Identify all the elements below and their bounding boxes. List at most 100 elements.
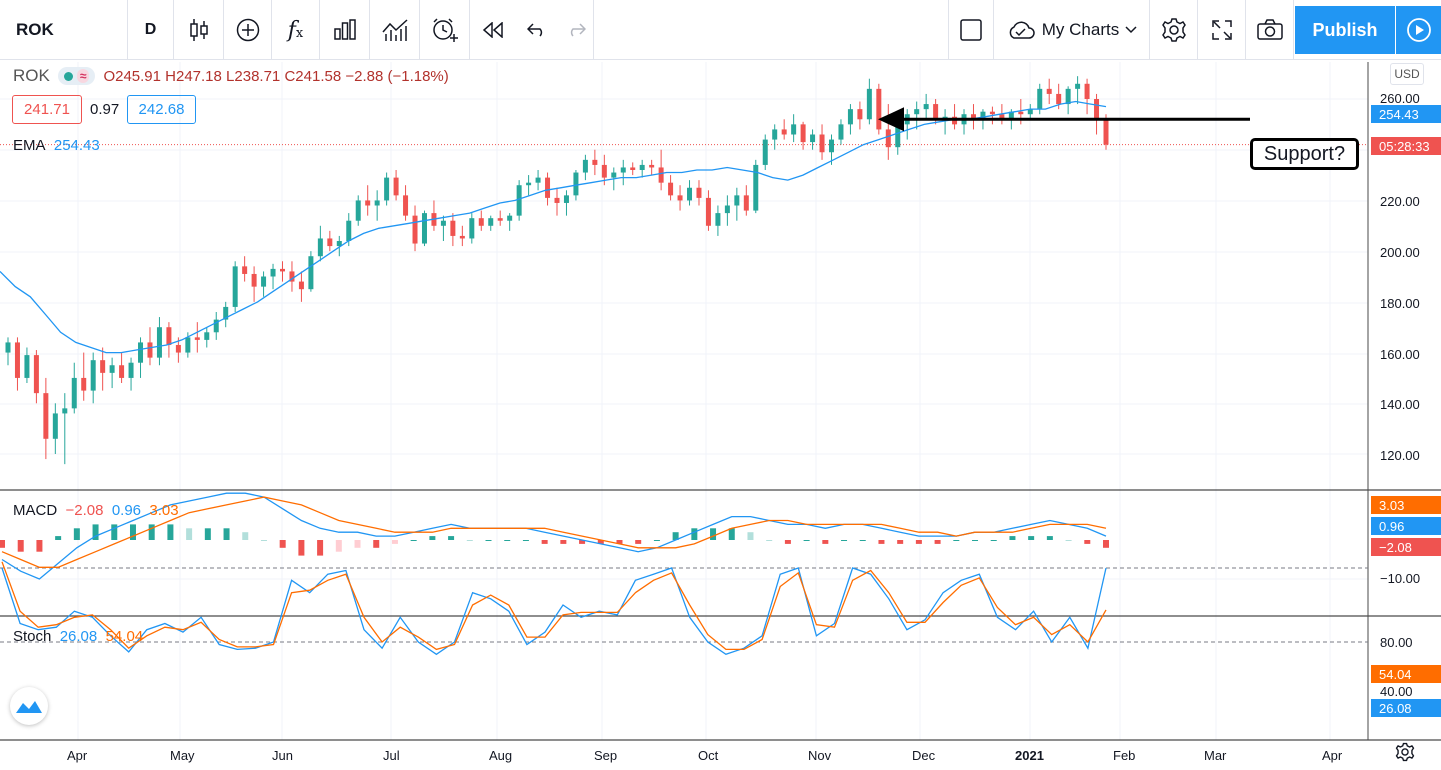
candle-body [270, 268, 276, 277]
candle-body [1027, 109, 1033, 115]
candle-body [175, 344, 181, 353]
stoch-d-line [1, 561, 1107, 651]
macd-bar [317, 540, 324, 556]
candle-body [14, 342, 20, 378]
logo-icon [16, 701, 42, 713]
macd-bar [822, 540, 829, 544]
price-tick: 260.00 [1380, 91, 1420, 106]
candle-body [847, 109, 853, 125]
candle-body [384, 177, 390, 201]
time-tick-year: 2021 [1015, 748, 1044, 763]
price-tick: 160.00 [1380, 347, 1420, 362]
candle-body [261, 276, 267, 287]
candle-body [715, 213, 721, 226]
macd-legend[interactable]: MACD −2.08 0.96 3.03 [13, 502, 179, 519]
ema-legend[interactable]: EMA 254.43 [13, 137, 100, 154]
candle-body [488, 218, 494, 226]
tradingview-logo[interactable] [10, 687, 48, 725]
candle-body [166, 327, 172, 345]
square-icon [960, 19, 982, 41]
replay-button[interactable] [470, 0, 516, 60]
support-arrow[interactable] [878, 107, 1250, 132]
legend-symbol[interactable]: ROK [13, 66, 50, 85]
support-callout[interactable]: Support? [1250, 138, 1359, 170]
macd-signal-badge: 3.03 [1371, 496, 1441, 514]
price-tick: 180.00 [1380, 296, 1420, 311]
settings-button[interactable] [1150, 0, 1198, 60]
sell-box[interactable]: 241.71 [12, 95, 82, 124]
candle-body [507, 215, 513, 221]
macd-bar [878, 540, 885, 544]
candle-body [554, 197, 560, 203]
axis-settings-button[interactable] [1395, 742, 1415, 767]
candle-body [535, 177, 541, 183]
bar-chart-icon [333, 19, 356, 40]
macd-bar [972, 540, 979, 541]
compare-button[interactable] [224, 0, 272, 60]
chart-type-button[interactable] [174, 0, 224, 60]
chart-canvas[interactable] [0, 60, 1441, 770]
candle-body [857, 109, 863, 120]
stream-button[interactable] [1396, 6, 1441, 54]
time-tick: Apr [67, 748, 88, 763]
candle-body [421, 213, 427, 244]
candle-body [185, 337, 191, 353]
main-legend: ROK ≈ O245.91 H247.18 L238.71 C241.58 −2… [13, 66, 449, 86]
candle-body [138, 342, 144, 363]
my-charts-button[interactable]: My Charts [994, 0, 1150, 60]
candle-body [866, 88, 872, 120]
candle-body [497, 218, 503, 221]
stoch-d-badge: 54.04 [1371, 665, 1441, 683]
macd-bar [691, 528, 698, 540]
candle-body [876, 88, 882, 130]
candle-body [1094, 99, 1100, 120]
publish-button[interactable]: Publish [1295, 6, 1395, 54]
financials-button[interactable] [370, 0, 420, 60]
macd-bar [129, 524, 136, 540]
macd-bar [429, 536, 436, 540]
candle-body [781, 129, 787, 135]
stoch-tick: 40.00 [1380, 684, 1413, 699]
candle-body [668, 182, 674, 196]
undo-button[interactable] [516, 0, 558, 60]
candle-body [204, 332, 210, 340]
toolbar: ROK D fx My Charts Publish [0, 0, 1441, 60]
wave-icon: ≈ [76, 69, 90, 83]
pane-separators [0, 62, 1441, 741]
interval-button[interactable]: D [128, 0, 174, 60]
redo-button[interactable] [558, 0, 594, 60]
macd-bar [653, 540, 660, 541]
time-tick: Aug [489, 748, 513, 763]
candle-body [895, 124, 901, 148]
stoch-legend[interactable]: Stoch 26.08 54.04 [13, 628, 143, 645]
macd-bar [616, 540, 623, 544]
macd-bar [242, 532, 249, 540]
symbol-search-button[interactable]: ROK [0, 0, 128, 60]
alert-button[interactable] [420, 0, 470, 60]
candle-body [526, 182, 532, 186]
candle-body [620, 167, 626, 173]
macd-bar [1009, 536, 1016, 540]
candle-body [762, 139, 768, 165]
market-open-icon [63, 71, 73, 81]
snapshot-button[interactable] [1246, 0, 1294, 60]
macd-bar [915, 540, 922, 544]
buy-box[interactable]: 242.68 [127, 95, 196, 124]
macd-bar [204, 528, 211, 540]
currency-button[interactable]: USD [1390, 63, 1424, 85]
macd-bar [635, 540, 642, 544]
candle-body [52, 413, 58, 439]
fullscreen-button[interactable] [1198, 0, 1246, 60]
templates-button[interactable] [320, 0, 370, 60]
layout-button[interactable] [948, 0, 994, 60]
candle-body [630, 167, 636, 170]
ask-value: 242.68 [138, 101, 185, 118]
indicators-button[interactable]: fx [272, 0, 320, 60]
legend-status-pill[interactable]: ≈ [57, 67, 96, 85]
alarm-clock-icon [432, 18, 458, 42]
time-tick: Jun [272, 748, 293, 763]
macd-bar [410, 540, 417, 541]
macd-bar [841, 540, 848, 541]
ema-line [0, 100, 1107, 354]
macd-line-badge: 0.96 [1371, 517, 1441, 535]
